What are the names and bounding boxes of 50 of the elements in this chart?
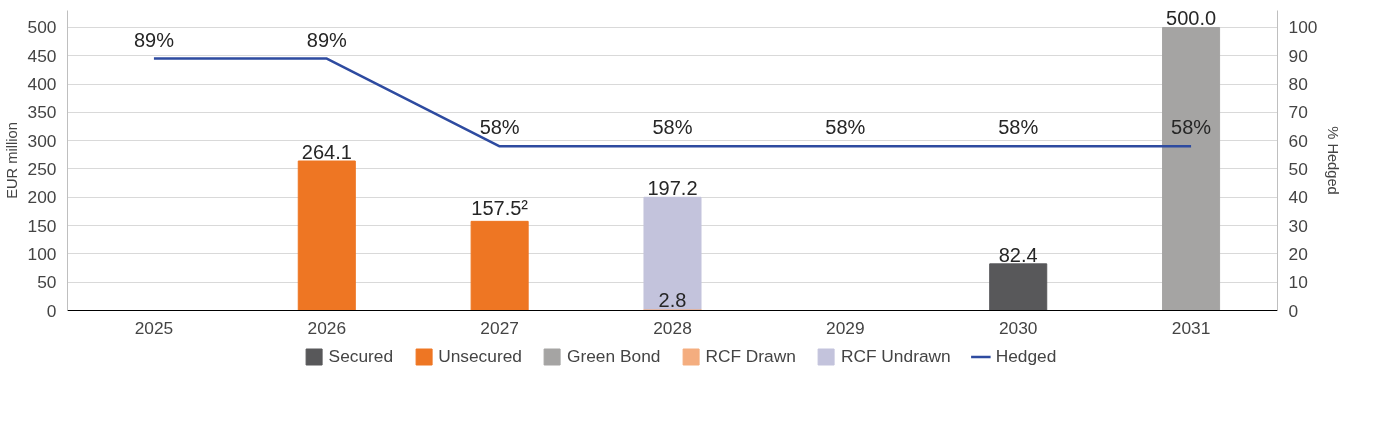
y2-tick-label: 30 [1288, 215, 1308, 236]
y-tick-label: 350 [27, 102, 57, 123]
y2-tick-label: 50 [1288, 158, 1308, 179]
x-tick-label: 2025 [134, 317, 174, 338]
legend-label: RCF Undrawn [840, 345, 951, 367]
y2-tick-label: 60 [1288, 130, 1308, 151]
legend-label: RCF Drawn [705, 345, 796, 367]
y-tick-label: 250 [27, 158, 57, 179]
y2-tick-label: 100 [1288, 17, 1318, 38]
x-tick-label: 2030 [998, 317, 1038, 338]
legend-label: Green Bond [566, 345, 661, 367]
data-label: 58% [479, 116, 520, 139]
data-label: 58% [998, 116, 1039, 139]
y-tick-label: 300 [27, 130, 57, 151]
x-tick-label: 2027 [480, 317, 519, 338]
x-tick-label: 2031 [1171, 317, 1211, 338]
y-tick-label: 100 [27, 243, 57, 264]
data-label: 58% [652, 116, 693, 139]
y2-tick-label: 20 [1288, 243, 1308, 264]
data-label: 89% [306, 28, 348, 51]
legend-label: Secured [328, 345, 394, 367]
y-tick-label: 450 [27, 45, 57, 66]
y2-tick-label: 70 [1288, 102, 1308, 123]
y-tick-label: 0 [46, 300, 57, 321]
data-label: 500.0 [1166, 7, 1217, 30]
legend-label: Hedged [995, 345, 1057, 367]
y-tick-label: 400 [27, 74, 57, 95]
y-tick-label: 150 [27, 215, 57, 236]
y2-tick-label: 40 [1288, 187, 1308, 208]
data-label: 157.5² [471, 197, 529, 220]
x-tick-label: 2028 [653, 317, 692, 338]
y2-axis-title: % Hedged [1325, 126, 1342, 195]
y-tick-label: 50 [37, 272, 57, 293]
data-label: 58% [1171, 116, 1212, 139]
y-tick-label: 200 [27, 187, 57, 208]
x-tick-label: 2029 [826, 317, 865, 338]
data-label: 82.4 [998, 243, 1038, 266]
legend-label: Unsecured [438, 345, 522, 367]
data-label: 264.1 [301, 141, 352, 164]
y2-tick-label: 90 [1288, 45, 1308, 66]
y-tick-label: 500 [27, 17, 57, 38]
y2-tick-label: 80 [1288, 74, 1308, 95]
y2-tick-label: 10 [1288, 272, 1308, 293]
x-tick-label: 2026 [307, 317, 347, 338]
y2-tick-label: 0 [1288, 300, 1299, 321]
data-label: 197.2 [647, 177, 698, 200]
data-label: 2.8 [658, 288, 687, 311]
y-axis-title: EUR million [3, 122, 20, 199]
data-label: 89% [133, 28, 175, 51]
data-label: 58% [825, 116, 866, 139]
